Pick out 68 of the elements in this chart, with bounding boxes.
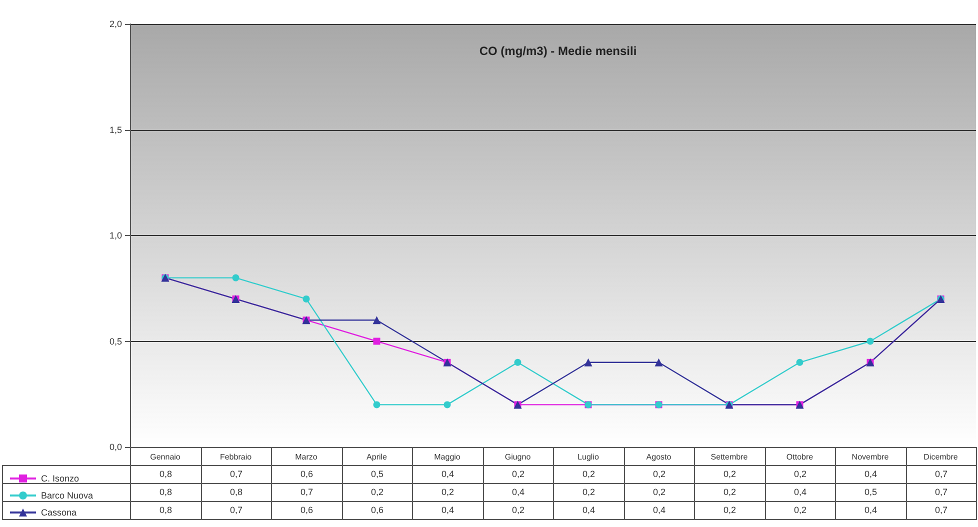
legend-label: Barco Nuova <box>41 490 94 500</box>
point <box>444 401 451 408</box>
data-label: 0,5 <box>835 483 906 502</box>
data-label: 0,8 <box>130 483 202 502</box>
data-label: 0,2 <box>624 483 695 502</box>
data-label: 0,2 <box>553 483 624 502</box>
data-label: 0,4 <box>412 501 484 520</box>
legend-label: C. Isonzo <box>41 474 80 484</box>
data-label: 0,8 <box>130 501 202 520</box>
legend-label: Cassona <box>41 508 77 518</box>
data-label: 0,4 <box>553 501 624 520</box>
y-tick-label: 1,5 <box>109 124 122 135</box>
x-tick-label: Agosto <box>646 452 672 462</box>
data-label: 0,7 <box>906 501 977 520</box>
data-label: 0,2 <box>694 483 766 502</box>
y-tick-label: 2,0 <box>109 19 122 29</box>
y-tick-label: 0,0 <box>109 442 122 452</box>
data-label: 0,5 <box>342 465 413 484</box>
x-tick-label: Novembre <box>852 452 890 462</box>
data-label: 0,7 <box>271 483 342 502</box>
data-label: 0,2 <box>482 465 554 484</box>
data-label: 0,8 <box>200 483 272 502</box>
data-label: 0,4 <box>482 483 554 502</box>
data-label: 0,7 <box>906 465 977 484</box>
data-label: 0,4 <box>835 501 906 520</box>
text: CO (mg/m3) - Medie mensili <box>479 44 637 58</box>
x-tick-label: Gennaio <box>150 452 181 462</box>
x-tick-label: Maggio <box>434 452 461 462</box>
data-label: 0,2 <box>482 501 554 520</box>
point <box>373 338 380 345</box>
x-tick-label: Giugno <box>504 452 532 462</box>
x-tick-label: Ottobre <box>786 452 814 462</box>
data-label: 0,7 <box>906 483 977 502</box>
data-label: 0,7 <box>200 465 272 484</box>
data-label: 0,2 <box>624 465 695 484</box>
data-label: 0,2 <box>412 483 484 502</box>
data-label: 0,6 <box>271 501 342 520</box>
data-label: 0,6 <box>342 501 413 520</box>
data-label: 0,4 <box>764 483 836 502</box>
y-tick-label: 0,5 <box>109 336 122 346</box>
point <box>654 358 663 366</box>
data-label: 0,7 <box>200 501 272 520</box>
x-tick-label: Marzo <box>295 452 318 462</box>
point <box>796 358 804 366</box>
data-label: 0,2 <box>553 465 624 484</box>
data-label: 0,4 <box>624 501 695 520</box>
x-tick-label: Settembre <box>710 452 748 462</box>
point <box>302 295 310 302</box>
data-label: 0,2 <box>764 465 836 484</box>
y-tick-label: 1,0 <box>109 230 122 240</box>
x-tick-label: Aprile <box>366 452 388 462</box>
point <box>372 316 381 324</box>
data-label: 0,2 <box>342 483 413 502</box>
point <box>373 401 380 408</box>
point <box>584 358 592 366</box>
x-tick-label: Luglio <box>578 452 600 462</box>
point <box>866 338 874 345</box>
point <box>232 274 240 282</box>
data-label: 0,2 <box>764 501 836 520</box>
data-label: 0,4 <box>412 465 484 484</box>
x-tick-label: Dicembre <box>924 452 958 462</box>
point <box>514 358 522 366</box>
data-label: 0,2 <box>694 465 766 484</box>
data-label: 0,2 <box>694 501 766 520</box>
data-label: 0,6 <box>271 465 342 484</box>
data-label: 0,8 <box>130 465 202 484</box>
data-label: 0,4 <box>835 465 906 484</box>
x-tick-label: Febbraio <box>220 452 252 462</box>
